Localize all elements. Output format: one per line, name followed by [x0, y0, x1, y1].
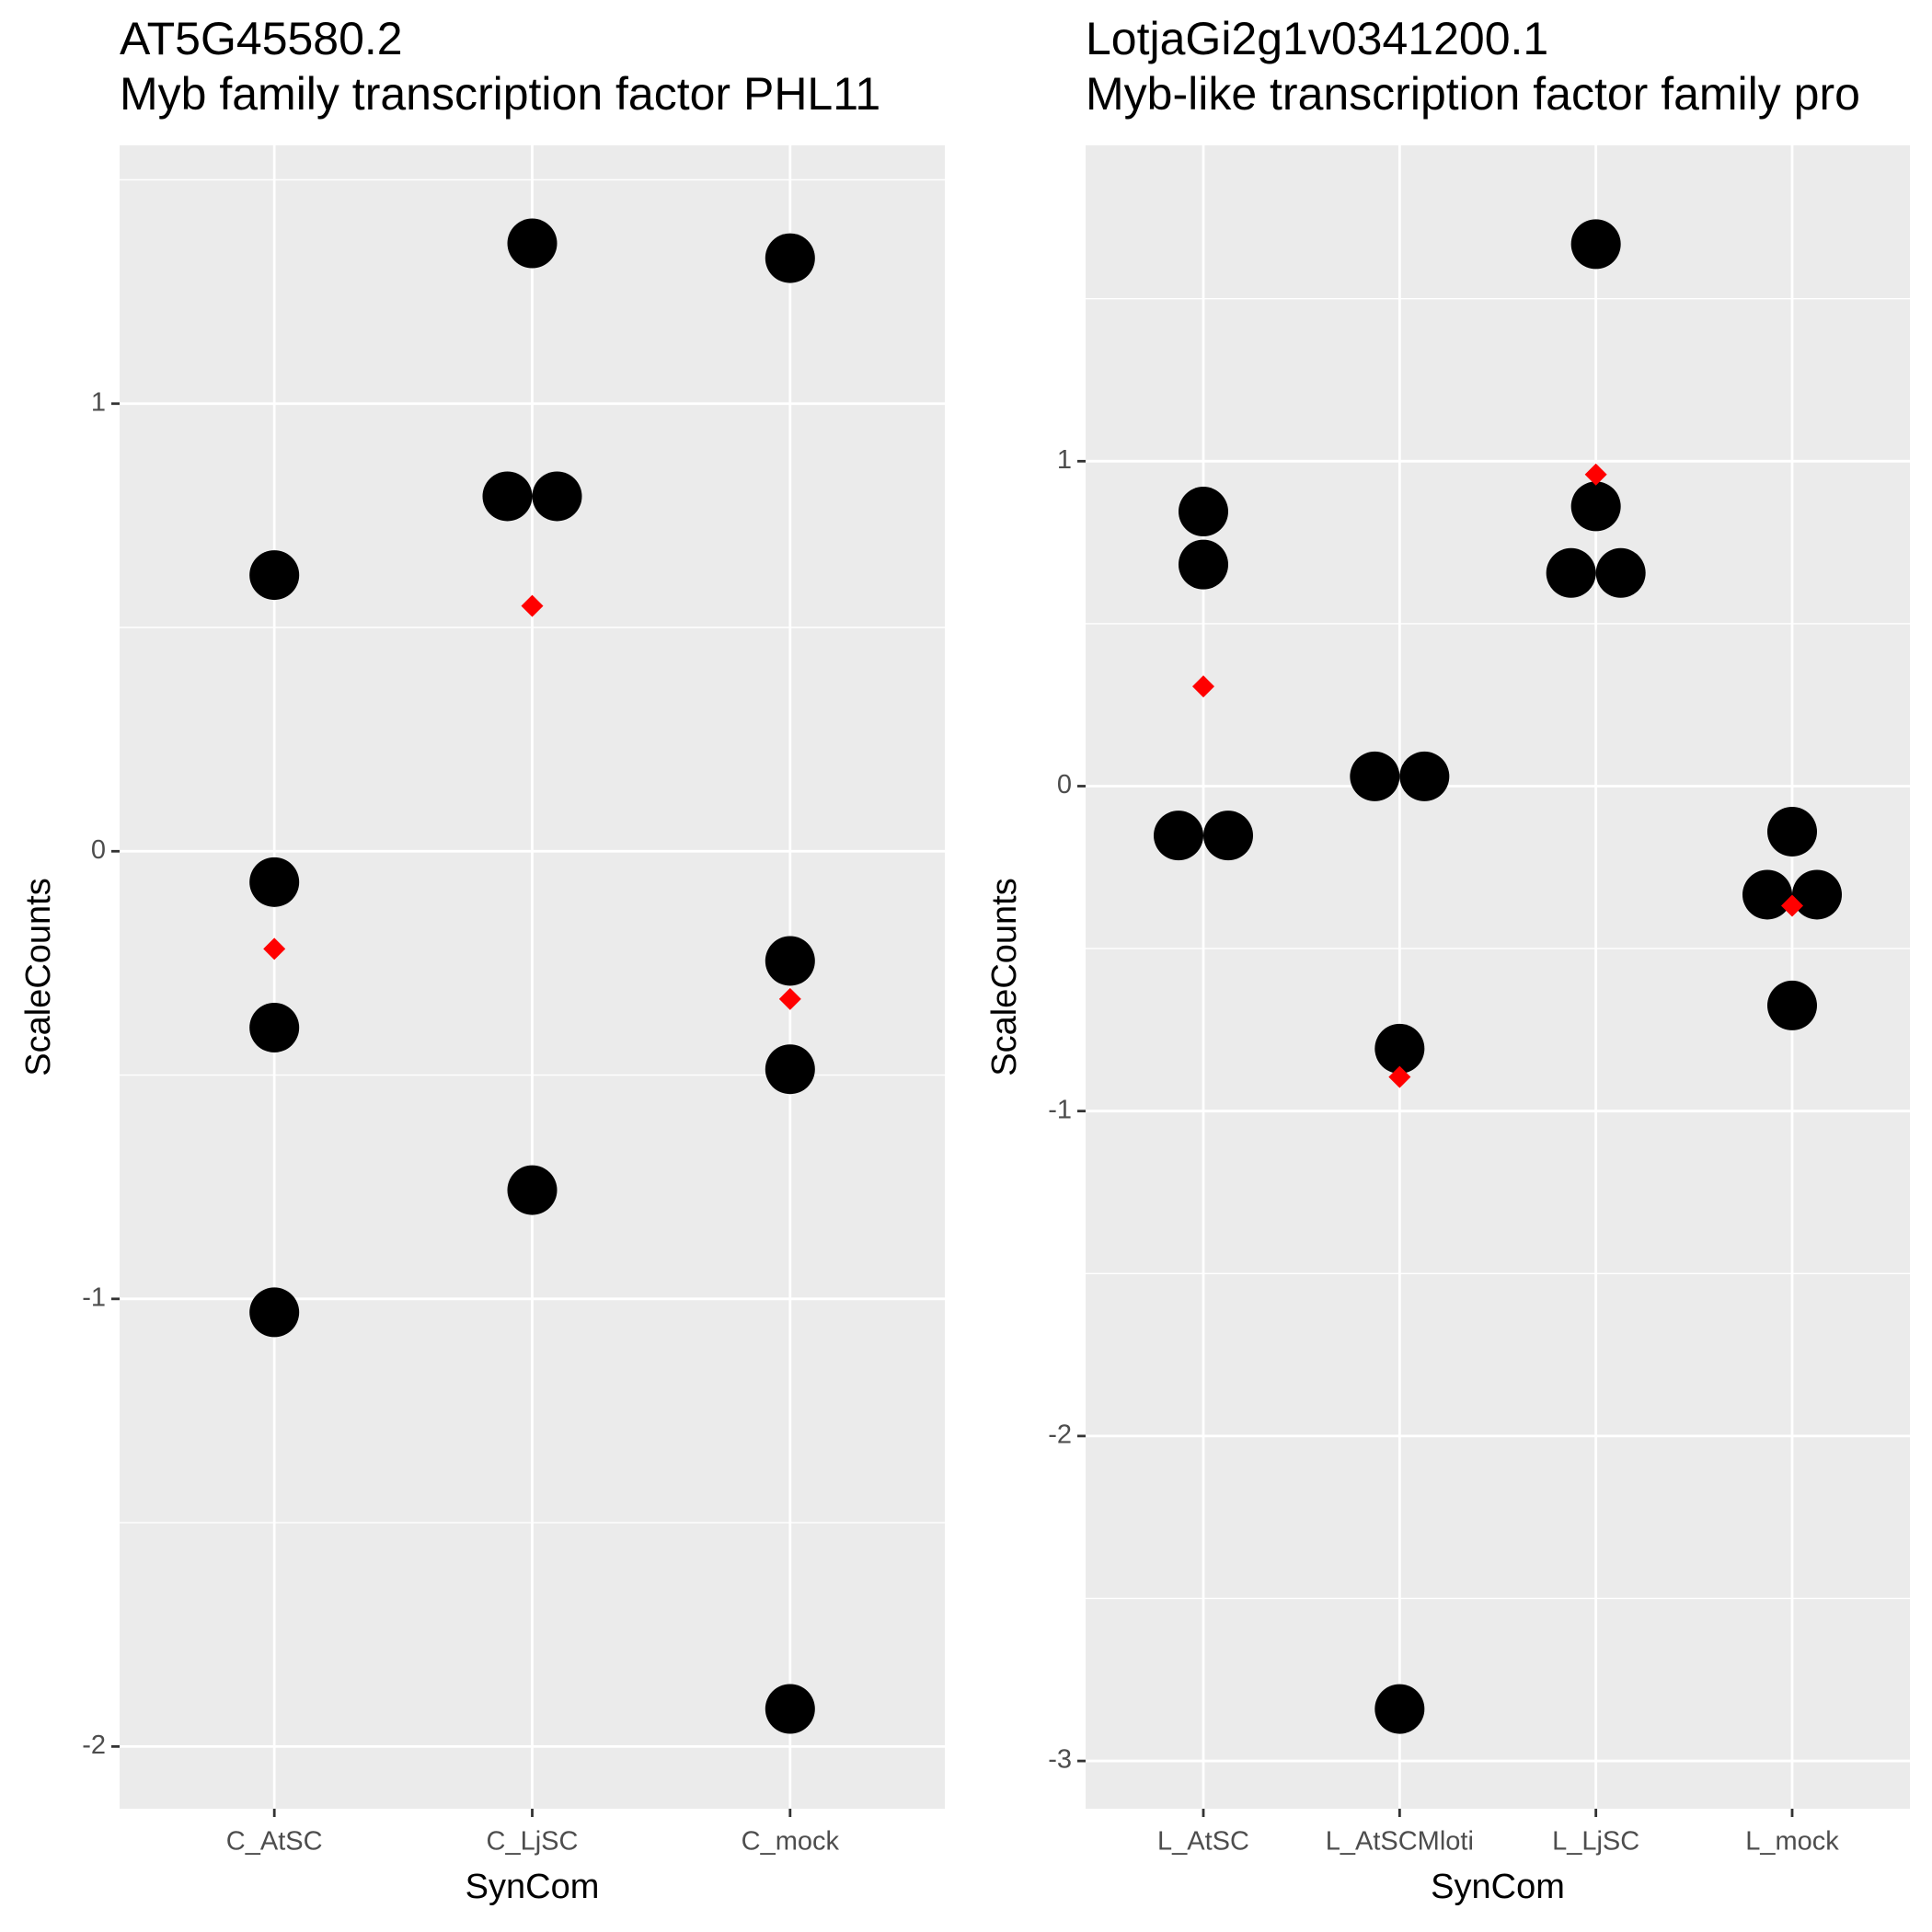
mean-marker — [1192, 675, 1214, 698]
data-point — [1179, 539, 1228, 590]
data-point — [507, 1165, 558, 1215]
panel-background — [1086, 145, 1910, 1809]
data-point — [249, 1287, 300, 1338]
mean-marker — [778, 987, 801, 1010]
data-point — [1350, 751, 1400, 801]
y-tick-label: 0 — [1057, 770, 1072, 799]
x-tick-label: C_LjSC — [487, 1827, 579, 1857]
mean-marker — [263, 937, 286, 960]
y-tick-label: 1 — [91, 387, 106, 417]
data-point — [765, 233, 815, 283]
chart-title: Myb-like transcription factor family pro — [1086, 68, 1860, 120]
x-tick-label: C_AtSC — [226, 1827, 323, 1857]
data-point — [1179, 487, 1228, 537]
y-axis-title: ScaleCounts — [19, 878, 58, 1075]
data-point — [249, 550, 300, 601]
data-point — [249, 857, 300, 907]
y-tick-label: -2 — [82, 1731, 106, 1760]
data-point — [765, 1684, 815, 1734]
y-tick-label: -1 — [82, 1282, 106, 1312]
data-point — [1767, 980, 1817, 1030]
mean-marker — [1388, 1065, 1411, 1088]
data-point — [1546, 547, 1596, 598]
chart-title: Myb family transcription factor PHL11 — [120, 68, 880, 120]
chart-title: LotjaGi2g1v0341200.1 — [1086, 13, 1548, 64]
data-point — [1792, 869, 1842, 920]
data-point — [1374, 1023, 1425, 1074]
y-tick-label: -2 — [1048, 1420, 1072, 1450]
x-tick-label: L_AtSC — [1157, 1827, 1249, 1857]
data-point — [765, 1044, 815, 1095]
data-point — [1570, 219, 1621, 270]
mean-marker — [1781, 894, 1803, 917]
x-tick-label: L_LjSC — [1552, 1827, 1639, 1857]
data-point — [1374, 1684, 1425, 1734]
data-point — [765, 936, 815, 986]
data-point — [482, 471, 533, 522]
chart-title: AT5G45580.2 — [120, 13, 403, 64]
y-axis-title: ScaleCounts — [985, 878, 1024, 1075]
y-tick-label: -3 — [1048, 1745, 1072, 1775]
data-point — [507, 218, 558, 269]
y-tick-label: -1 — [1048, 1095, 1072, 1124]
x-tick-label: C_mock — [742, 1827, 840, 1857]
data-point — [1154, 811, 1203, 861]
data-point — [532, 471, 582, 522]
data-point — [1742, 869, 1792, 920]
x-axis-title: SynCom — [1431, 1868, 1565, 1906]
data-point — [249, 1002, 300, 1052]
x-tick-label: L_AtSCMloti — [1326, 1827, 1474, 1857]
x-axis-title: SynCom — [466, 1868, 600, 1906]
data-point — [1399, 751, 1450, 801]
data-point — [1203, 811, 1253, 861]
y-tick-label: 1 — [1057, 445, 1072, 475]
data-point — [1595, 547, 1646, 598]
mean-marker — [1584, 463, 1607, 486]
mean-marker — [521, 594, 544, 617]
y-tick-label: 0 — [91, 835, 106, 865]
data-point — [1570, 481, 1621, 532]
data-point — [1767, 806, 1817, 857]
x-tick-label: L_mock — [1745, 1827, 1839, 1857]
